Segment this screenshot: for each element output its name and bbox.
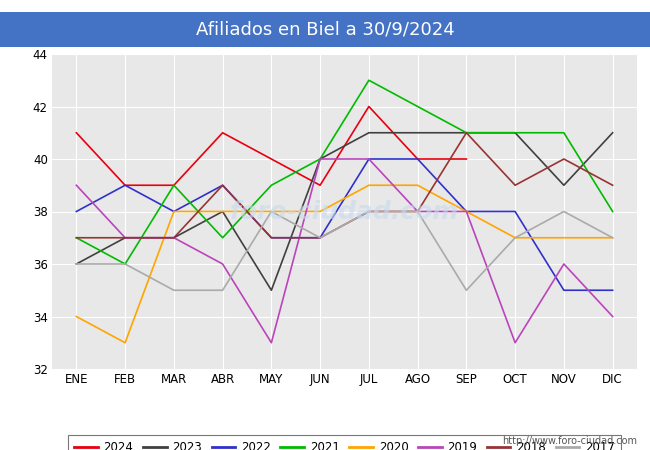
Text: http://www.foro-ciudad.com: http://www.foro-ciudad.com xyxy=(502,436,637,446)
Legend: 2024, 2023, 2022, 2021, 2020, 2019, 2018, 2017: 2024, 2023, 2022, 2021, 2020, 2019, 2018… xyxy=(68,435,621,450)
Text: Afiliados en Biel a 30/9/2024: Afiliados en Biel a 30/9/2024 xyxy=(196,21,454,39)
Text: foro-ciudad.com: foro-ciudad.com xyxy=(230,199,459,224)
